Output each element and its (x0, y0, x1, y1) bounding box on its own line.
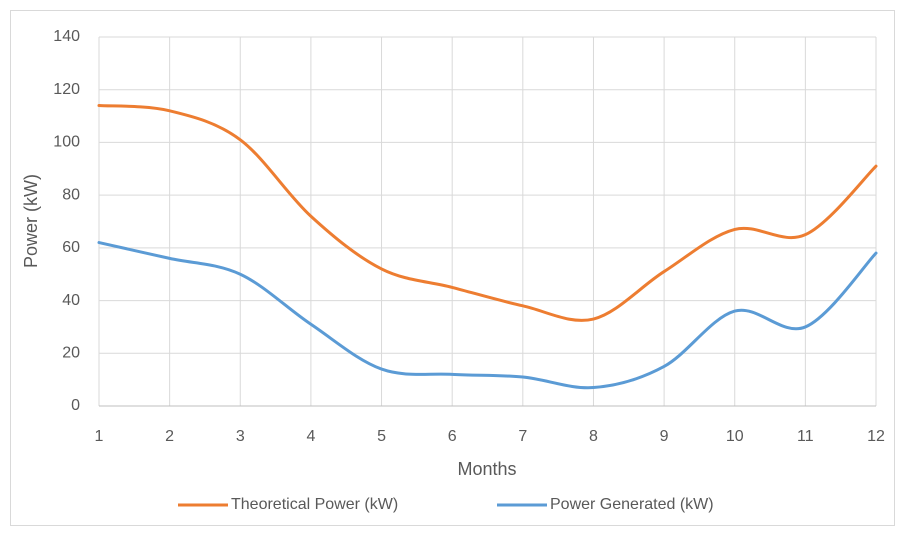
x-tick-label: 2 (165, 428, 174, 445)
x-tick-label: 4 (306, 428, 315, 445)
x-tick-label: 11 (797, 428, 814, 445)
x-axis-title: Months (457, 459, 516, 479)
x-tick-label: 7 (518, 428, 527, 445)
y-tick-label: 20 (62, 345, 80, 362)
y-tick-label: 120 (53, 81, 80, 98)
y-tick-label: 40 (62, 292, 80, 309)
y-tick-label: 140 (53, 28, 80, 45)
y-tick-label: 60 (62, 239, 80, 256)
x-tick-label: 9 (660, 428, 669, 445)
x-tick-label: 8 (589, 428, 598, 445)
series-line (97, 241, 878, 390)
y-axis-title: Power (kW) (21, 174, 41, 268)
legend-label: Theoretical Power (kW) (231, 496, 398, 513)
x-tick-label: 12 (867, 428, 885, 445)
legend-label: Power Generated (kW) (550, 496, 714, 513)
x-tick-label: 3 (236, 428, 245, 445)
y-tick-label: 80 (62, 186, 80, 203)
x-tick-label: 6 (448, 428, 457, 445)
x-tick-label: 1 (95, 428, 104, 445)
y-tick-label: 0 (71, 397, 80, 414)
x-tick-label: 10 (726, 428, 744, 445)
x-tick-label: 5 (377, 428, 386, 445)
series-line (97, 104, 878, 322)
y-tick-label: 100 (53, 134, 80, 151)
